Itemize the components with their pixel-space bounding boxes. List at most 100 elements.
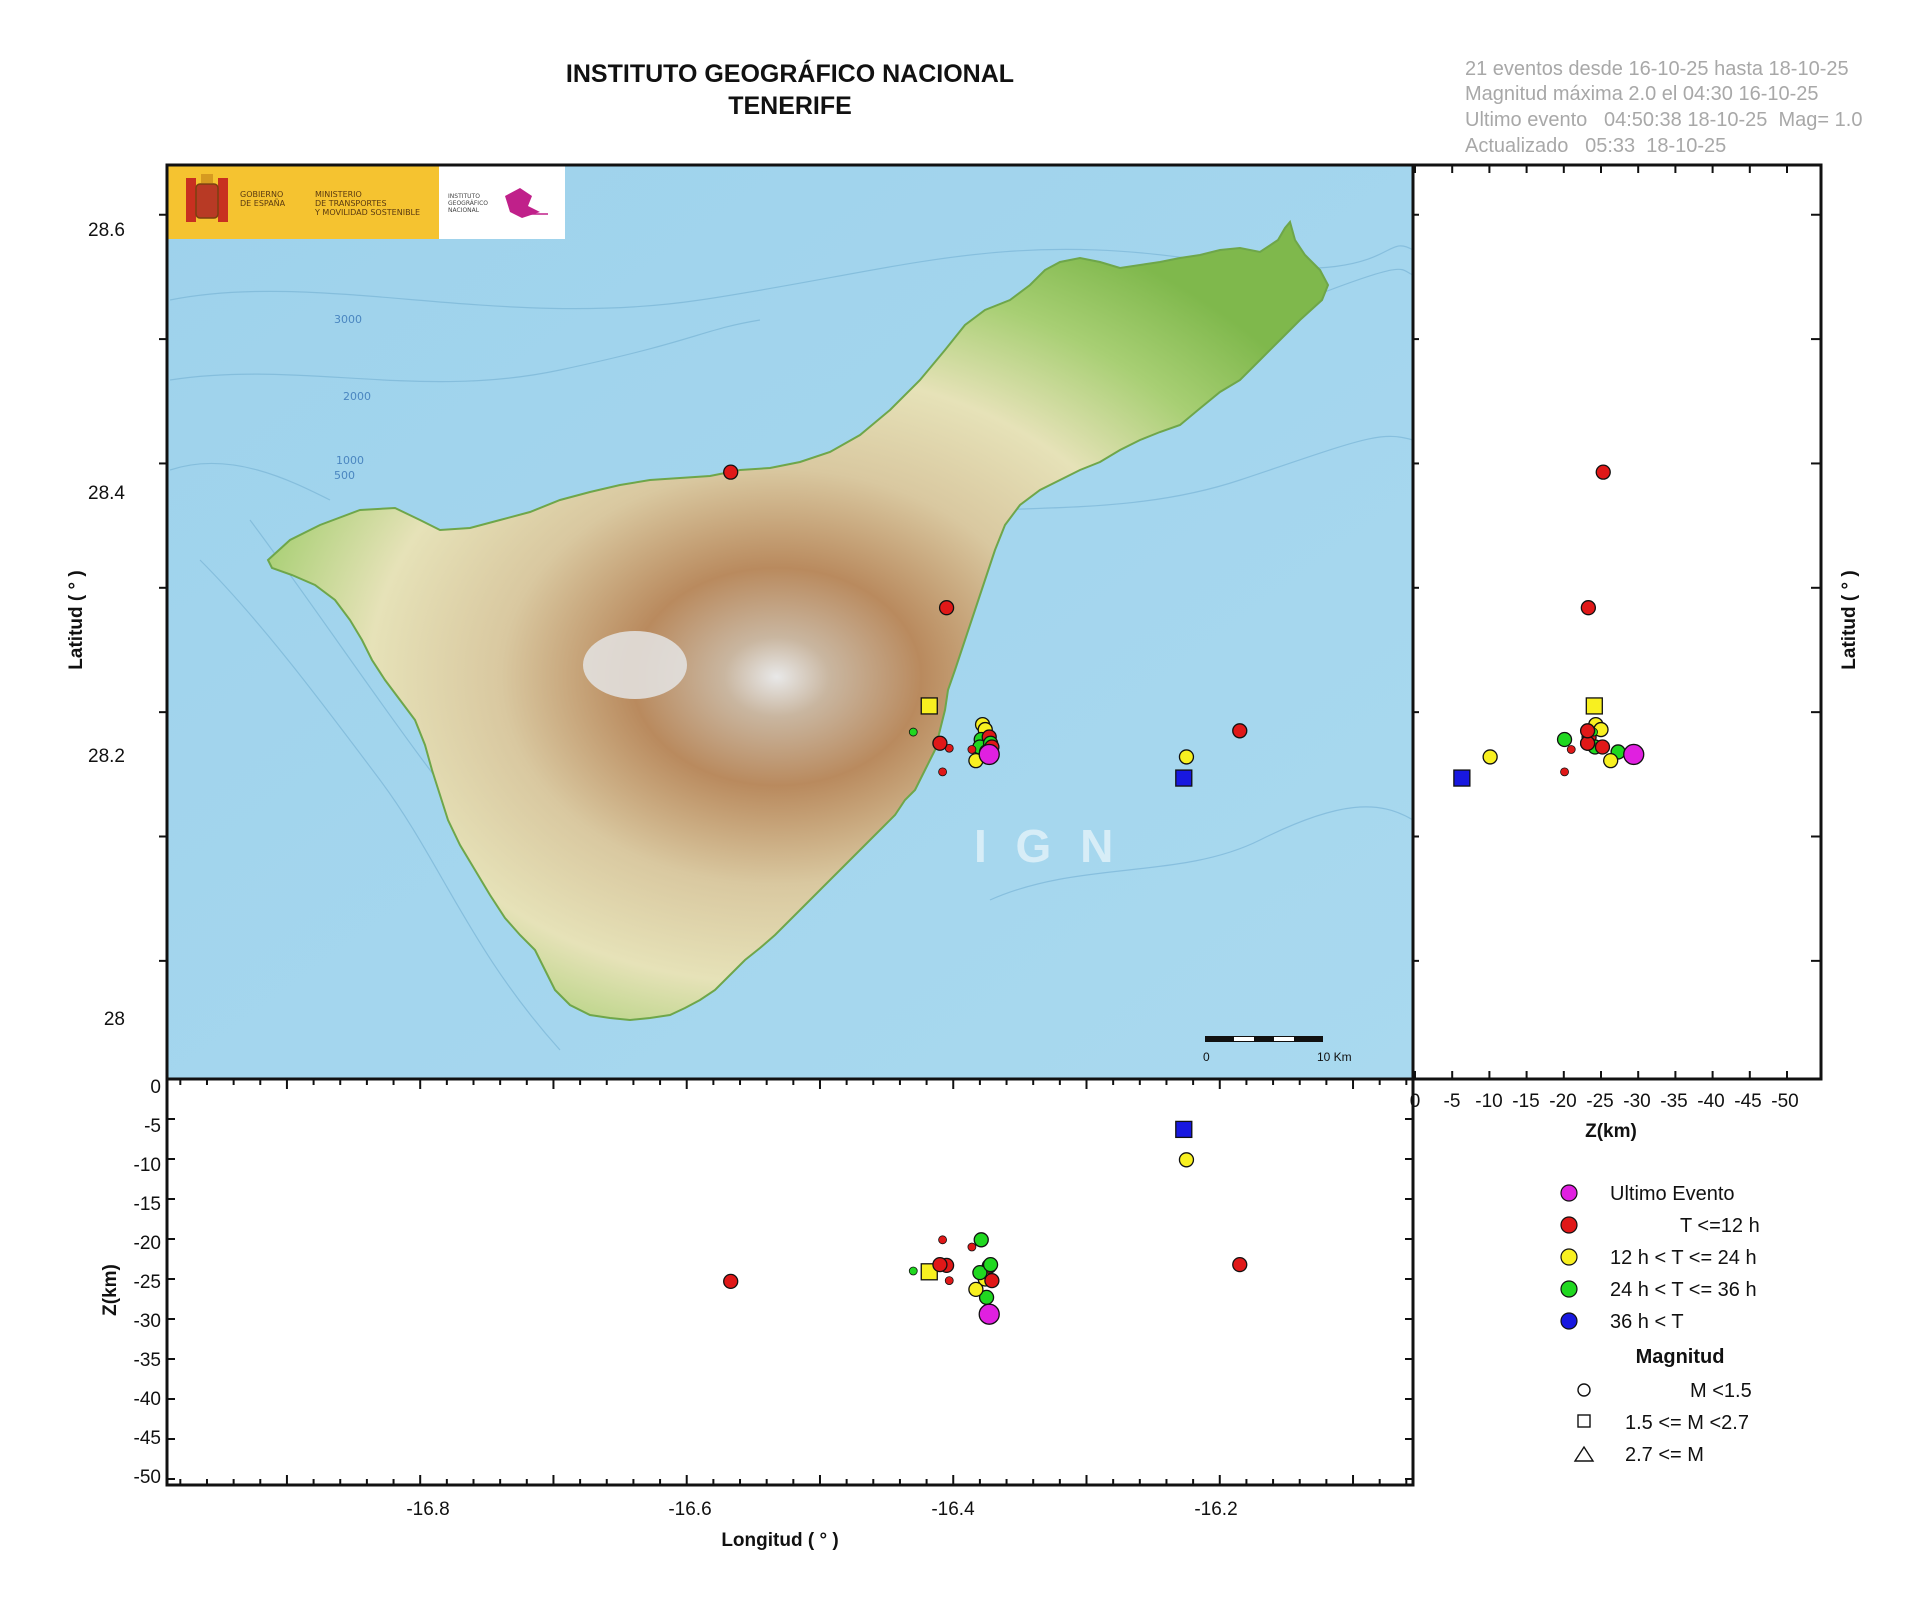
event-marker-map: [978, 743, 1000, 766]
depth-tick-labels-left: 0 -5 -10 -15 -20 -25 -30 -35 -40 -45 -50: [134, 1077, 161, 1488]
event-marker-map: [908, 727, 918, 737]
legend-magnitude-title: Magnitud: [1636, 1346, 1725, 1368]
depth-tick-label-right: -15: [1512, 1091, 1539, 1112]
legend-square-icon: [1577, 1414, 1591, 1428]
legend-swatch-older: [1560, 1312, 1578, 1330]
page-title: INSTITUTO GEOGRÁFICO NACIONAL: [565, 60, 1015, 88]
legend-label-12h: T <=12 h: [1680, 1215, 1760, 1237]
depth-tick-label: -5: [144, 1116, 161, 1137]
depth-tick-label: -50: [134, 1467, 161, 1488]
event-marker-map: [920, 697, 938, 715]
bathy-label-500: 500: [334, 469, 355, 482]
depth-tick-label: -30: [134, 1311, 161, 1332]
legend-swatch-12h: [1560, 1216, 1578, 1234]
legend-swatch-last-event: [1560, 1184, 1578, 1202]
event-marker-depth-lat: [1580, 600, 1597, 616]
ign-logo-icon: [505, 188, 548, 218]
depth-tick-label-right: -45: [1734, 1091, 1761, 1112]
event-marker-map: [938, 600, 955, 616]
lon-tick-label: -16.2: [1194, 1499, 1237, 1520]
events-map-layer: [723, 464, 1248, 787]
legend-swatch-24h: [1560, 1248, 1578, 1266]
bathy-label-3000: 3000: [334, 313, 362, 326]
legend-circle-icon: [1577, 1383, 1591, 1397]
event-marker-depth-lat: [1594, 739, 1611, 755]
depth-tick-label-right: -20: [1549, 1091, 1576, 1112]
bathy-label-2000: 2000: [343, 390, 371, 403]
event-marker-lon-depth: [944, 1276, 954, 1285]
event-marker-map: [1232, 723, 1248, 739]
event-marker-map: [1175, 769, 1193, 787]
depth-tick-label-right: -30: [1623, 1091, 1650, 1112]
event-marker-lon-depth: [1175, 1120, 1193, 1139]
legend-swatch-36h: [1560, 1280, 1578, 1298]
logo-ministry-text: MINISTERIO DE TRANSPORTES Y MOVILIDAD SOST…: [314, 190, 420, 217]
event-marker-map: [932, 735, 948, 751]
lat-tick-label: 28: [104, 1009, 125, 1030]
event-marker-lon-depth: [932, 1256, 948, 1273]
event-marker-depth-lat: [1482, 749, 1498, 765]
lon-tick-label: -16.8: [406, 1499, 449, 1520]
tenerife-island: [266, 219, 1330, 1022]
depth-tick-labels-right: 0 -5 -10 -15 -20 -25 -30 -35 -40 -45 -50: [1410, 1091, 1799, 1112]
scale-bar: 0 10 Km: [1203, 1036, 1352, 1064]
logo-gov-text: GOBIERNO DE ESPAÑA: [240, 190, 286, 208]
legend-label-24h: 12 h < T <= 24 h: [1610, 1247, 1757, 1269]
events-lon-depth-layer: [723, 1120, 1248, 1325]
depth-tick-label-right: 0: [1410, 1091, 1421, 1112]
event-marker-depth-lat: [1579, 723, 1596, 739]
event-marker-map: [967, 745, 977, 754]
event-marker-lon-depth: [908, 1266, 918, 1276]
depth-tick-label: -10: [134, 1155, 161, 1176]
depth-tick-label: -15: [134, 1194, 161, 1215]
event-marker-lon-depth: [723, 1273, 739, 1290]
lon-tick-label: -16.4: [931, 1499, 975, 1520]
legend-mag-large: 2.7 <= M: [1625, 1444, 1704, 1466]
scalebar-start-label: 0: [1203, 1050, 1210, 1064]
lat-tick-label: 28.4: [88, 483, 125, 504]
events-depth-lat-layer: [1453, 464, 1645, 787]
map-panel: GOBIERNO DE ESPAÑA MINISTERIO DE TRANSPORT…: [165, 163, 1415, 1081]
scalebar-end-label: 10 Km: [1317, 1050, 1352, 1064]
info-line-maxmag: Magnitud máxima 2.0 el 04:30 16-10-25: [1465, 83, 1819, 105]
depth-tick-label-right: -5: [1444, 1091, 1461, 1112]
depth-tick-label-right: -25: [1586, 1091, 1613, 1112]
lon-tick-label: -16.6: [668, 1499, 711, 1520]
event-marker-depth-lat: [1453, 769, 1471, 787]
depth-tick-label: -45: [134, 1428, 161, 1449]
axis-ticks: [159, 165, 1821, 1485]
info-line-last-event: Ultimo evento 04:50:38 18-10-25 Mag= 1.0: [1465, 109, 1863, 131]
event-marker-lon-depth: [967, 1242, 977, 1252]
depth-tick-label-right: -35: [1660, 1091, 1687, 1112]
event-marker-lon-depth: [1178, 1152, 1195, 1168]
legend-mag-small: M <1.5: [1690, 1380, 1752, 1402]
depth-tick-label-right: -40: [1697, 1091, 1724, 1112]
event-marker-lon-depth: [938, 1235, 947, 1245]
event-marker-depth-lat: [1623, 743, 1645, 766]
event-marker-depth-lat: [1566, 745, 1576, 754]
logo-ign-band: [439, 165, 565, 239]
event-marker-lon-depth: [1232, 1256, 1248, 1273]
event-marker-depth-lat: [1585, 697, 1603, 715]
depth-tick-label: -20: [134, 1233, 161, 1254]
page-subtitle: TENERIFE: [728, 92, 852, 120]
legend-mag-medium: 1.5 <= M <2.7: [1625, 1412, 1749, 1434]
event-marker-depth-lat: [1560, 767, 1569, 777]
event-marker-depth-lat: [1556, 731, 1573, 748]
event-marker-lon-depth: [982, 1256, 999, 1273]
event-marker-lon-depth: [984, 1272, 1000, 1289]
lat-tick-label: 28.2: [88, 746, 125, 767]
event-marker-map: [938, 767, 947, 777]
lat-tick-label: 28.6: [88, 220, 125, 241]
teide-summit: [583, 631, 687, 699]
event-marker-lon-depth: [968, 1281, 984, 1298]
depth-tick-label-right: -50: [1771, 1091, 1798, 1112]
event-marker-depth-lat: [1603, 753, 1619, 769]
info-line-events: 21 eventos desde 16-10-25 hasta 18-10-25: [1465, 58, 1849, 80]
depth-lat-panel: [1411, 163, 1823, 1081]
lat-axis-title: Latitud ( ° ): [66, 570, 87, 669]
lon-depth-panel: [165, 1077, 1415, 1487]
event-marker-depth-lat: [1595, 464, 1611, 480]
event-marker-lon-depth: [972, 1264, 988, 1281]
